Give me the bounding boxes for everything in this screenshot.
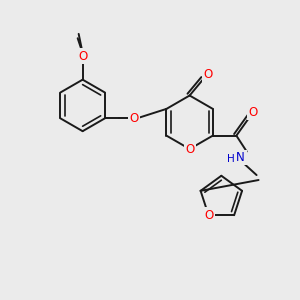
- Text: O: O: [78, 50, 87, 63]
- Text: O: O: [204, 209, 213, 222]
- Text: H: H: [227, 154, 235, 164]
- Text: O: O: [185, 142, 194, 155]
- Text: N: N: [236, 151, 245, 164]
- Text: O: O: [249, 106, 258, 119]
- Text: O: O: [204, 68, 213, 81]
- Text: O: O: [129, 112, 139, 125]
